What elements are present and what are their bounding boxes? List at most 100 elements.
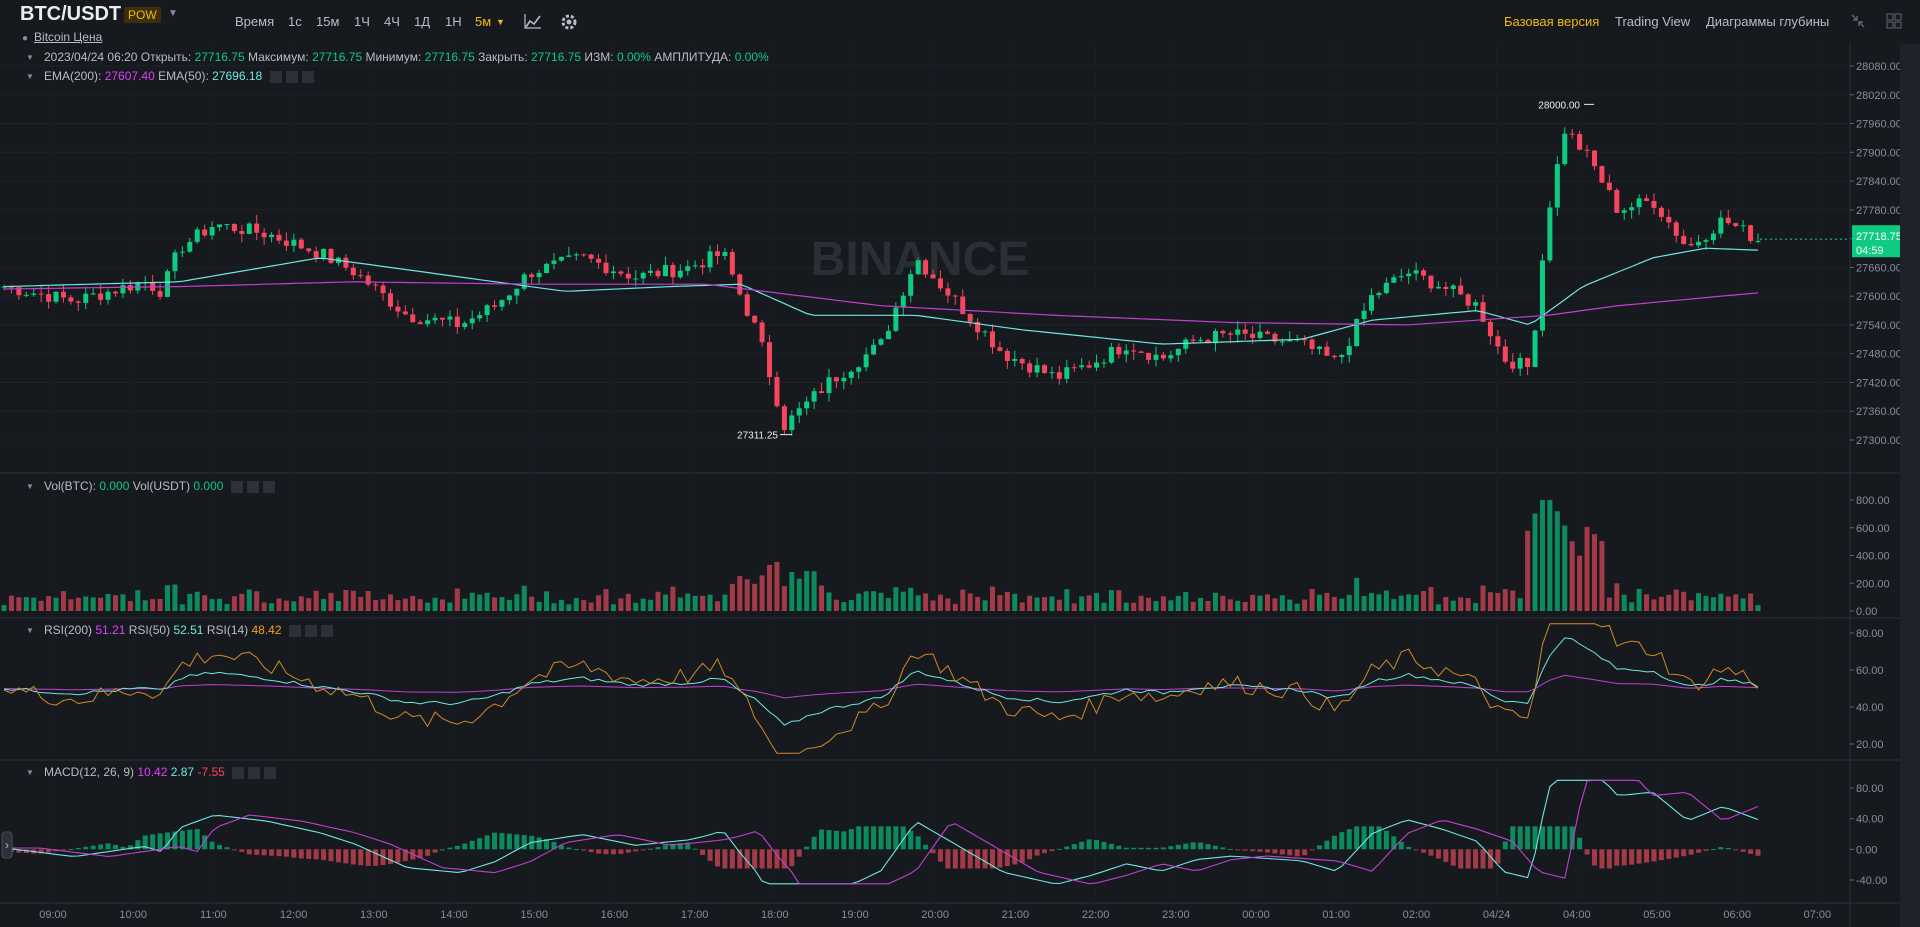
volume-bar: [603, 589, 609, 611]
volume-bar: [239, 593, 245, 611]
macd-hist-bar: [75, 847, 81, 850]
macd-signal-value: 2.87: [170, 765, 195, 779]
tf-time[interactable]: Время: [235, 14, 275, 29]
volume-bar: [462, 598, 468, 611]
candle-body: [1, 286, 7, 288]
volume-bar: [1331, 596, 1337, 611]
volume-bar: [885, 597, 891, 611]
macd-hist-bar: [655, 847, 661, 850]
macd-hist-bar: [1532, 826, 1538, 850]
candle-body: [975, 321, 981, 333]
hide-icon[interactable]: [288, 624, 301, 637]
indicator-chart-icon[interactable]: [524, 13, 542, 29]
macd-hist-bar: [1651, 849, 1657, 862]
candle-body: [863, 354, 869, 368]
close-icon[interactable]: [264, 766, 277, 779]
close-icon[interactable]: [262, 480, 275, 493]
candle-body: [90, 293, 96, 295]
macd-hist-bar: [573, 849, 579, 851]
macd-hist-bar: [1487, 849, 1493, 869]
macd-hist-bar: [633, 849, 639, 852]
chevron-down-icon[interactable]: ▼: [168, 8, 178, 19]
macd-hist-bar: [1079, 841, 1085, 850]
basic-view-link[interactable]: Базовая версия: [1504, 14, 1600, 29]
macd-hist-bar: [618, 849, 624, 854]
chevron-down-icon[interactable]: ▼: [496, 17, 505, 27]
gear-icon[interactable]: [560, 13, 578, 31]
collapse-triangle-icon[interactable]: ▼: [26, 626, 34, 635]
tradingview-link[interactable]: Trading View: [1615, 14, 1691, 29]
collapse-triangle-icon[interactable]: ▼: [26, 72, 34, 81]
symbol-title[interactable]: BTC/USDT: [20, 3, 122, 25]
subtitle-link[interactable]: ● Bitcoin Цена: [22, 30, 102, 44]
volume-bar: [1539, 500, 1545, 611]
tf-1w[interactable]: 1Н: [445, 14, 462, 29]
macd-hist-bar: [1710, 848, 1716, 850]
candle-body: [1146, 352, 1152, 360]
macd-hist-bar: [1354, 826, 1360, 850]
macd-hist-bar: [1658, 849, 1664, 861]
chart-canvas[interactable]: 28080.00 28020.00 27960.00 27900.00 27840.00…: [0, 44, 1920, 927]
volume-bar: [1465, 598, 1471, 611]
tf-1s[interactable]: 1с: [288, 14, 302, 29]
candle-body: [1019, 359, 1025, 364]
candle-body: [1369, 295, 1375, 311]
macd-hist-bar: [68, 849, 74, 851]
tf-15m[interactable]: 15м: [316, 14, 340, 29]
volume-bar: [1346, 594, 1352, 611]
volume-bar: [752, 583, 758, 611]
hide-icon[interactable]: [232, 766, 245, 779]
candle-body: [291, 239, 297, 246]
volume-bar: [633, 602, 639, 611]
settings-icon[interactable]: [285, 70, 298, 83]
volume-bar: [670, 586, 676, 611]
candle-body: [1644, 198, 1650, 201]
tf-4h[interactable]: 4Ч: [384, 14, 400, 29]
volume-bar: [1369, 592, 1375, 611]
depth-chart-link[interactable]: Диаграммы глубины: [1706, 14, 1830, 29]
candle-body: [677, 270, 683, 278]
macd-hist-bar: [997, 849, 1003, 868]
tf-1h[interactable]: 1Ч: [354, 14, 370, 29]
candle-body: [1539, 260, 1545, 331]
volume-bar: [31, 597, 37, 611]
macd-hist-bar: [558, 845, 564, 850]
settings-icon[interactable]: [304, 624, 317, 637]
volume-bar: [335, 600, 341, 611]
collapse-icon[interactable]: [1850, 13, 1866, 29]
macd-hist-bar: [1755, 849, 1761, 856]
macd-hist-bar: [395, 849, 401, 863]
vol-legend: ▼ Vol(BTC): 0.000 Vol(USDT) 0.000: [26, 479, 275, 493]
collapse-triangle-icon[interactable]: ▼: [26, 482, 34, 491]
scroll-left-button[interactable]: [1, 831, 13, 859]
candle-body: [1495, 336, 1501, 347]
candle-body: [714, 251, 720, 256]
collapse-triangle-icon[interactable]: ▼: [26, 768, 34, 777]
volume-bar: [581, 600, 587, 611]
volume-bar: [283, 600, 289, 611]
settings-icon[interactable]: [248, 766, 261, 779]
tf-1d[interactable]: 1Д: [414, 14, 431, 29]
hide-icon[interactable]: [230, 480, 243, 493]
candle-body: [1086, 365, 1092, 368]
vol-usdt-value: 0.000: [193, 479, 224, 493]
volume-bar: [1487, 592, 1493, 611]
volume-bar: [1525, 530, 1531, 611]
hide-icon[interactable]: [269, 70, 282, 83]
macd-hist-bar: [1339, 832, 1345, 850]
subtitle-text[interactable]: Bitcoin Цена: [34, 30, 103, 44]
close-icon[interactable]: [320, 624, 333, 637]
close-icon[interactable]: [301, 70, 314, 83]
settings-icon[interactable]: [246, 480, 259, 493]
tf-5m[interactable]: 5м: [475, 14, 492, 29]
ohlc-legend: ▼ 2023/04/24 06:20 Открыть: 27716.75 Мак…: [26, 50, 769, 64]
collapse-triangle-icon[interactable]: ▼: [26, 53, 34, 62]
time-tick-label: 12:00: [280, 909, 308, 921]
layout-grid-icon[interactable]: [1886, 13, 1902, 29]
candle-body: [239, 231, 245, 234]
macd-hist-bar: [1696, 849, 1702, 853]
volume-bar: [1064, 589, 1070, 611]
candle-body: [1733, 223, 1739, 227]
macd-hist-bar: [1302, 849, 1308, 856]
volume-bar: [975, 596, 981, 611]
